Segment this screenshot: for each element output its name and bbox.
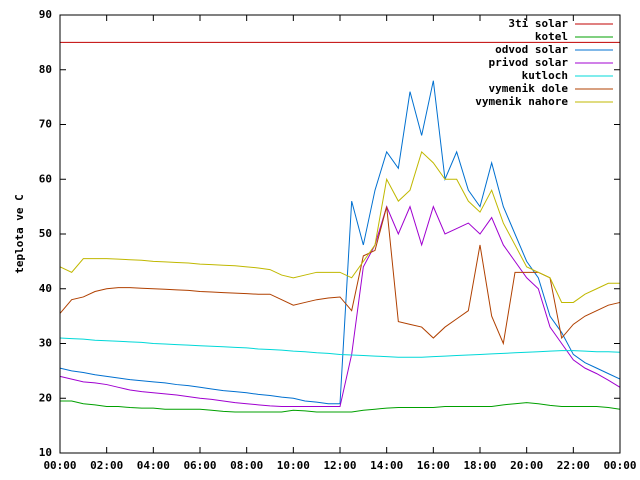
x-tick-label: 02:00	[90, 459, 123, 472]
legend-label: privod solar	[489, 56, 569, 69]
x-tick-label: 14:00	[370, 459, 403, 472]
series-line	[59, 150, 620, 303]
x-tick-label: 16:00	[417, 459, 450, 472]
legend-label: kutloch	[522, 69, 568, 82]
plot-frame	[59, 14, 621, 454]
x-tick-label: 20:00	[510, 459, 543, 472]
legend-label: 3ti solar	[508, 17, 568, 30]
y-axis-label: teplota ve C	[13, 194, 26, 273]
x-tick-label: 00:00	[603, 459, 636, 472]
x-tick-label: 12:00	[323, 459, 356, 472]
x-tick-label: 08:00	[230, 459, 263, 472]
x-tick-label: 06:00	[183, 459, 216, 472]
x-tick-label: 18:00	[463, 459, 496, 472]
y-tick-label: 60	[39, 172, 52, 185]
series-line	[59, 205, 621, 407]
legend-label: kotel	[535, 30, 568, 43]
y-tick-label: 90	[39, 8, 52, 21]
series-line	[59, 337, 621, 358]
legend-label: vymenik nahore	[475, 95, 568, 108]
y-tick-label: 40	[39, 282, 52, 295]
x-tick-label: 00:00	[43, 459, 76, 472]
series-line	[59, 80, 621, 405]
series-line	[59, 206, 621, 346]
x-tick-label: 22:00	[557, 459, 590, 472]
legend-label: vymenik dole	[489, 82, 569, 95]
y-tick-label: 50	[39, 227, 52, 240]
x-tick-label: 10:00	[277, 459, 310, 472]
x-tick-label: 04:00	[137, 459, 170, 472]
y-tick-label: 30	[39, 337, 52, 350]
y-tick-label: 20	[39, 391, 52, 404]
y-tick-label: 10	[39, 446, 52, 459]
series-line	[60, 400, 621, 413]
y-tick-label: 70	[39, 118, 52, 131]
legend-label: odvod solar	[495, 43, 568, 56]
y-tick-label: 80	[39, 63, 52, 76]
